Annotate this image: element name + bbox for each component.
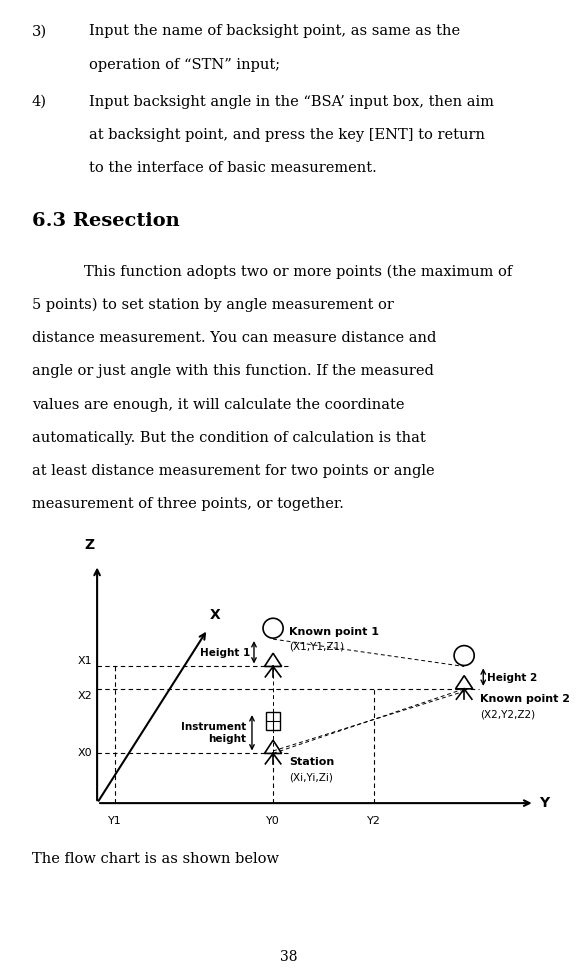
Text: (Xi,Yi,Zi): (Xi,Yi,Zi) <box>289 772 333 783</box>
Text: 4): 4) <box>32 95 47 108</box>
Text: distance measurement. You can measure distance and: distance measurement. You can measure di… <box>32 331 436 345</box>
Text: Known point 2: Known point 2 <box>480 694 570 703</box>
Text: Input backsight angle in the “BSA’ input box, then aim: Input backsight angle in the “BSA’ input… <box>89 95 494 108</box>
Text: 6.3 Resection: 6.3 Resection <box>32 212 179 230</box>
Text: The flow chart is as shown below: The flow chart is as shown below <box>32 852 279 866</box>
Text: X: X <box>210 608 220 621</box>
Text: (X2,Y2,Z2): (X2,Y2,Z2) <box>480 709 535 720</box>
Text: Y: Y <box>539 796 550 810</box>
Text: Input the name of backsight point, as same as the: Input the name of backsight point, as sa… <box>89 24 460 38</box>
Text: Y0: Y0 <box>266 816 280 826</box>
Bar <box>266 712 280 730</box>
Text: X2: X2 <box>77 692 92 701</box>
Text: Instrument
height: Instrument height <box>181 722 246 743</box>
Text: 5 points) to set station by angle measurement or: 5 points) to set station by angle measur… <box>32 298 394 313</box>
Text: Y1: Y1 <box>108 816 122 826</box>
Text: Height 2: Height 2 <box>488 672 538 683</box>
Text: This function adopts two or more points (the maximum of: This function adopts two or more points … <box>84 265 512 279</box>
Text: Height 1: Height 1 <box>200 648 250 658</box>
Text: Known point 1: Known point 1 <box>289 626 379 637</box>
Text: 3): 3) <box>32 24 47 38</box>
Text: operation of “STN” input;: operation of “STN” input; <box>89 58 280 71</box>
Text: angle or just angle with this function. If the measured: angle or just angle with this function. … <box>32 364 433 378</box>
Text: values are enough, it will calculate the coordinate: values are enough, it will calculate the… <box>32 398 404 411</box>
Text: Z: Z <box>84 538 95 552</box>
Text: at least distance measurement for two points or angle: at least distance measurement for two po… <box>32 464 434 478</box>
Text: Y2: Y2 <box>367 816 381 826</box>
Text: (X1,Y1,Z1): (X1,Y1,Z1) <box>289 642 344 652</box>
Text: automatically. But the condition of calculation is that: automatically. But the condition of calc… <box>32 431 425 445</box>
Text: 38: 38 <box>280 951 297 964</box>
Text: X1: X1 <box>77 657 92 666</box>
Text: X0: X0 <box>77 748 92 758</box>
Text: to the interface of basic measurement.: to the interface of basic measurement. <box>89 161 377 175</box>
Text: at backsight point, and press the key [ENT] to return: at backsight point, and press the key [E… <box>89 128 485 142</box>
Text: Station: Station <box>289 757 335 767</box>
Text: measurement of three points, or together.: measurement of three points, or together… <box>32 497 344 511</box>
